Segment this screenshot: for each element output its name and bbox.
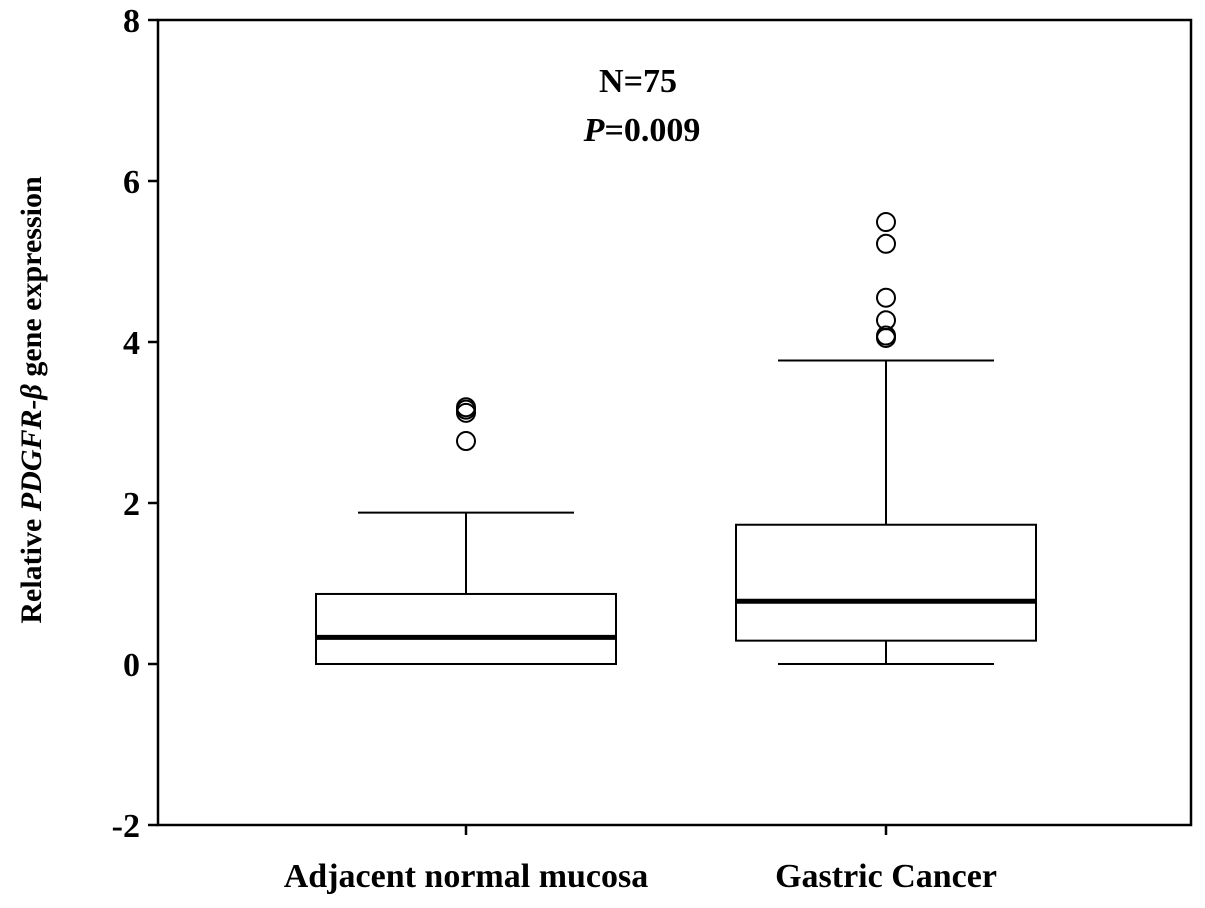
outlier-point xyxy=(876,212,896,233)
y-axis-label-gene: PDGFR-β xyxy=(15,384,48,513)
box-iqr xyxy=(735,523,1037,642)
outlier-point xyxy=(876,233,896,254)
y-axis-label-suffix: gene expression xyxy=(15,176,48,384)
y-tick-label: 0 xyxy=(123,647,140,684)
outlier-point xyxy=(456,397,476,418)
p-value: =0.009 xyxy=(604,112,700,149)
outlier-point xyxy=(876,310,896,331)
outlier-point xyxy=(876,287,896,308)
p-value-annotation: P=0.009 xyxy=(583,112,701,149)
sample-size-annotation: N=75 xyxy=(599,63,677,100)
outlier-point xyxy=(876,325,896,346)
y-tick-label: 6 xyxy=(123,164,140,201)
y-tick-label: 4 xyxy=(123,325,140,362)
plot-area: -2 0 2 4 6 8 Adjacent normal mucosa Gastric Can… xyxy=(112,3,1193,895)
p-symbol: P xyxy=(583,112,605,149)
outlier-point xyxy=(456,431,476,452)
box-iqr xyxy=(315,592,617,666)
y-tick-label: 8 xyxy=(123,3,140,40)
y-tick-label: -2 xyxy=(112,808,140,845)
x-category-label: Gastric Cancer xyxy=(775,858,997,895)
y-axis-label: Relative PDGFR-β gene expression xyxy=(15,176,48,624)
y-axis-label-prefix: Relative xyxy=(15,511,48,623)
x-category-label: Adjacent normal mucosa xyxy=(284,858,649,895)
y-tick-label: 2 xyxy=(123,486,140,523)
plot-frame xyxy=(156,18,1193,827)
